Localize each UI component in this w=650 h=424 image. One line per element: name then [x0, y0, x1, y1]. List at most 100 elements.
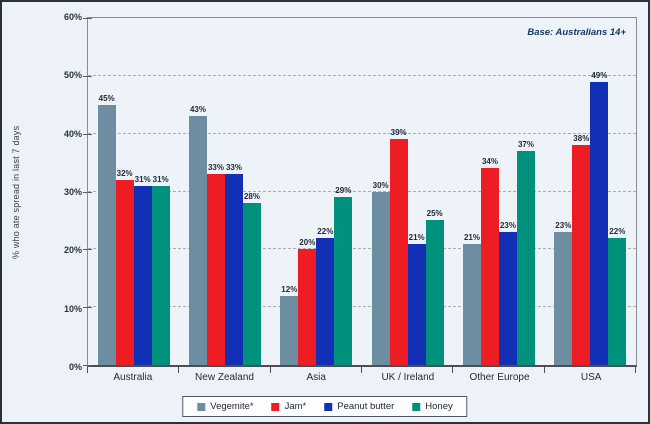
- bar-jam-: 20%: [298, 238, 317, 365]
- x-category-label: Australia: [113, 372, 153, 383]
- x-tick-5: [543, 367, 545, 373]
- y-tick-label-60: 60%: [63, 12, 82, 22]
- bar-jam-: 34%: [480, 157, 499, 365]
- x-tick-0: [87, 367, 88, 373]
- bar-value-label: 29%: [335, 186, 352, 196]
- bar-group-new-zealand: 43% 33% 33% 28%: [179, 18, 270, 365]
- bar-value-label: 39%: [390, 128, 407, 138]
- y-tick-40: [83, 133, 92, 135]
- bar-honey: 29%: [334, 186, 353, 365]
- legend-item-jam-: Jam*: [271, 401, 307, 412]
- x-category-label: Other Europe: [469, 372, 530, 383]
- bar-value-label: 33%: [225, 163, 242, 173]
- bar-value-label: 34%: [481, 157, 498, 167]
- legend-item-label: Vegemite*: [210, 401, 254, 412]
- bar-value-label: 22%: [609, 226, 626, 236]
- y-tick-label-10: 10%: [63, 303, 82, 314]
- bar-value-label: 33%: [207, 163, 224, 173]
- gridline-40: [88, 132, 636, 134]
- bar-value-label: 31%: [134, 174, 151, 184]
- bar-group-australia: 45% 32% 31% 31%: [88, 18, 179, 365]
- bar-vegemite-: 30%: [371, 181, 390, 365]
- bar-peanut-butter: 23%: [498, 221, 517, 365]
- bar-honey: 37%: [516, 140, 535, 365]
- bar-jam-: 32%: [115, 169, 134, 365]
- bar-value-label: 28%: [243, 192, 260, 202]
- bar-peanut-butter: 49%: [590, 71, 609, 365]
- y-tick-60: [83, 18, 92, 19]
- bar-value-label: 49%: [591, 70, 608, 80]
- bar-vegemite-: 23%: [554, 221, 573, 365]
- bar-honey: 31%: [151, 175, 170, 365]
- bar-value-label: 12%: [281, 284, 298, 294]
- gridline-50: [88, 74, 636, 76]
- x-category-label: USA: [580, 372, 602, 383]
- bar-value-label: 43%: [189, 105, 206, 115]
- legend-swatch-icon: [197, 402, 206, 411]
- bar-value-label: 45%: [98, 93, 115, 103]
- bar-vegemite-: 43%: [188, 105, 207, 365]
- bar-value-label: 31%: [152, 174, 169, 184]
- bar-value-label: 25%: [426, 209, 443, 219]
- legend-swatch-icon: [412, 402, 421, 411]
- x-tick-6: [635, 367, 636, 373]
- bar-honey: 25%: [425, 209, 444, 365]
- y-tick-0: [83, 365, 92, 366]
- y-tick-label-40: 40%: [63, 128, 82, 139]
- bar-vegemite-: 12%: [280, 285, 299, 365]
- bar-value-label: 37%: [517, 140, 534, 150]
- x-tick-1: [178, 367, 180, 373]
- gridline-30: [88, 190, 636, 192]
- bar-vegemite-: 45%: [97, 94, 116, 365]
- y-tick-label-50: 50%: [63, 70, 82, 81]
- base-note: Base: Australians 14+: [527, 27, 626, 38]
- bar-group-uk-ireland: 30% 39% 21% 25%: [362, 18, 453, 365]
- gridline-10: [88, 306, 636, 308]
- bar-peanut-butter: 21%: [407, 233, 426, 365]
- bar-jam-: 38%: [572, 134, 591, 365]
- x-tick-2: [269, 367, 271, 373]
- bar-peanut-butter: 22%: [316, 227, 335, 365]
- x-category-label: UK / Ireland: [381, 372, 435, 383]
- x-tick-3: [361, 367, 362, 373]
- bar-peanut-butter: 31%: [133, 175, 152, 365]
- bar-group-other-europe: 21% 34% 23% 37%: [453, 18, 544, 365]
- plot-area: 45% 32% 31% 31% 43% 33% 33% 28% 12% 20% 22% 29% 30% 3…: [83, 17, 637, 373]
- x-category-labels: Australia New Zealand Asia UK / Ireland Othe…: [87, 372, 637, 383]
- bar-value-label: 38%: [573, 134, 590, 144]
- legend-item-honey: Honey: [412, 401, 453, 412]
- bar-group-asia: 12% 20% 22% 29%: [271, 18, 362, 365]
- bar-peanut-butter: 33%: [224, 163, 243, 365]
- bar-groups: 45% 32% 31% 31% 43% 33% 33% 28% 12% 20% 22% 29% 30% 3…: [88, 18, 636, 365]
- y-tick-label-30: 30%: [63, 187, 82, 197]
- legend-item-label: Jam*: [284, 401, 307, 412]
- x-category-label: New Zealand: [195, 372, 254, 383]
- legend-item-vegemite-: Vegemite*: [197, 401, 254, 412]
- bar-value-label: 32%: [116, 168, 133, 178]
- legend-swatch-icon: [271, 402, 280, 411]
- bar-value-label: 23%: [555, 220, 572, 230]
- legend-item-label: Honey: [425, 401, 453, 412]
- bar-jam-: 39%: [389, 128, 408, 365]
- bar-value-label: 20%: [299, 238, 316, 248]
- y-tick-30: [83, 191, 92, 193]
- bar-value-label: 21%: [463, 232, 480, 242]
- bar-value-label: 30%: [372, 180, 389, 190]
- bar-value-label: 22%: [317, 226, 334, 236]
- y-axis-title: % who ate spread in last 7 days: [11, 125, 21, 259]
- legend-item-peanut-butter: Peanut butter: [324, 401, 394, 412]
- legend-swatch-icon: [324, 402, 333, 411]
- bar-value-label: 21%: [408, 232, 425, 242]
- y-tick-label-0: 0%: [68, 362, 82, 372]
- x-category-label: Asia: [306, 372, 326, 383]
- bar-vegemite-: 21%: [462, 233, 481, 365]
- y-tick-20: [83, 249, 92, 251]
- gridline-20: [88, 248, 636, 250]
- bar-group-usa: 23% 38% 49% 22%: [545, 18, 636, 365]
- bar-honey: 28%: [242, 192, 261, 365]
- bar-value-label: 23%: [499, 220, 516, 230]
- bar-honey: 22%: [608, 227, 627, 365]
- y-tick-10: [83, 307, 92, 309]
- x-tick-4: [452, 367, 454, 373]
